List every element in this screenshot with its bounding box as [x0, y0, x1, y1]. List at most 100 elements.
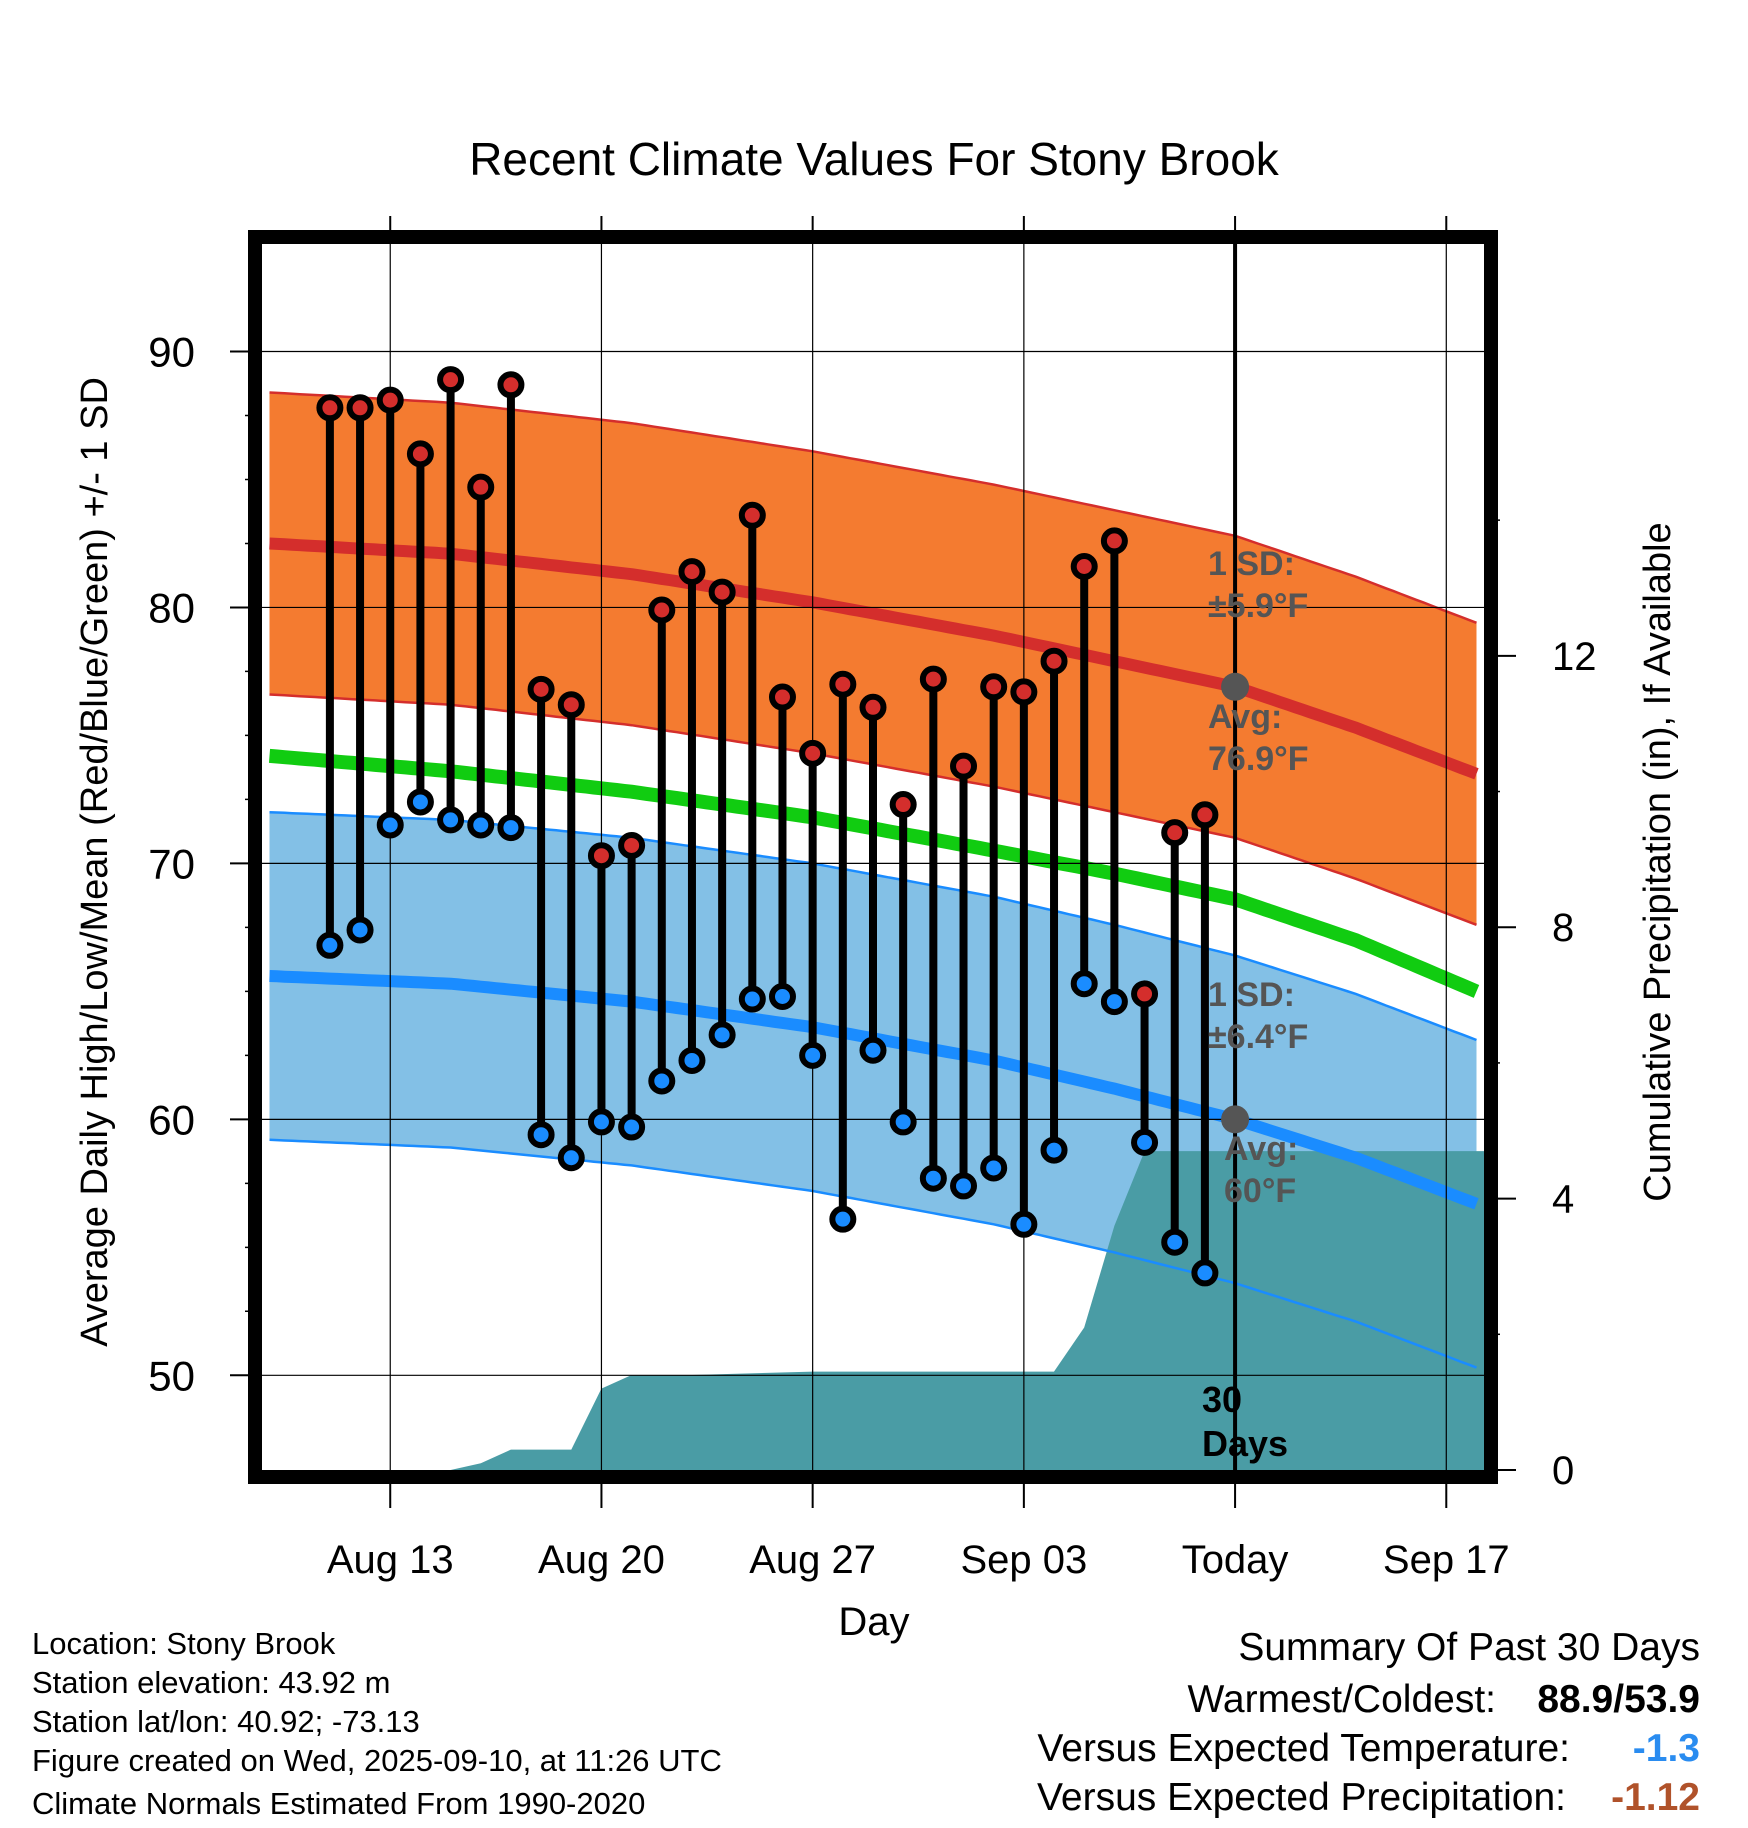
daily-low-point	[406, 788, 434, 816]
daily-low-point	[527, 1121, 555, 1149]
daily-high-point	[1100, 527, 1128, 555]
x-tick-label: Aug 27	[749, 1538, 876, 1582]
temp-expected-value: -1.3	[1633, 1727, 1700, 1770]
daily-low-point	[437, 806, 465, 834]
x-tick-label: Sep 03	[960, 1538, 1087, 1582]
daily-high-point	[889, 791, 917, 819]
daily-high-point	[980, 673, 1008, 701]
daily-high-point	[527, 675, 555, 703]
y-tick-label: 70	[148, 840, 195, 887]
x-tick-label: Aug 20	[538, 1538, 665, 1582]
low-sd-annotation-line: ±6.4°F	[1208, 1018, 1308, 1056]
daily-high-point	[497, 371, 525, 399]
daily-high-point	[950, 752, 978, 780]
daily-low-point	[1010, 1210, 1038, 1238]
daily-low-point	[557, 1144, 585, 1172]
low-sd-annotation-line: 1 SD:	[1208, 976, 1295, 1014]
daily-low-point	[829, 1205, 857, 1233]
summary-box: Summary Of Past 30 Days Warmest/Coldest:…	[1037, 1626, 1700, 1819]
warmest-value: 88.9	[1537, 1678, 1613, 1721]
daily-low-point	[738, 985, 766, 1013]
daily-high-point	[919, 665, 947, 693]
latlon-text: Station lat/lon: 40.92; -73.13	[32, 1704, 420, 1739]
daily-low-point	[889, 1108, 917, 1136]
daily-high-point	[1131, 980, 1159, 1008]
daily-low-point	[1161, 1228, 1189, 1256]
daily-low-point	[1100, 988, 1128, 1016]
daily-low-point	[919, 1164, 947, 1192]
daily-low-point	[708, 1021, 736, 1049]
daily-low-point	[768, 982, 796, 1010]
daily-low-point	[980, 1154, 1008, 1182]
plot-area: 1 SD: ±5.9°F Avg: 76.9°F 1 SD: ±6.4°F Avg: 60°F…	[262, 244, 1484, 1470]
daily-high-point	[1161, 819, 1189, 847]
daily-low-point	[1070, 970, 1098, 998]
y-tick-label: 90	[148, 328, 195, 375]
chart-title: Recent Climate Values For Stony Brook	[469, 133, 1280, 185]
y2-tick-label: 8	[1552, 906, 1574, 950]
high-avg-annotation-line: Avg:	[1208, 698, 1282, 736]
low-lower-sd-line	[269, 1138, 1477, 1369]
daily-low-point	[376, 811, 404, 839]
high-sd-band	[269, 392, 1477, 925]
today-high-avg-marker	[1221, 672, 1250, 701]
high-upper-sd-line	[269, 391, 1477, 624]
daily-high-point	[1040, 647, 1068, 675]
daily-high-point	[648, 596, 676, 624]
daily-low-point	[859, 1036, 887, 1064]
daily-high-point	[738, 501, 766, 529]
daily-low-point	[799, 1041, 827, 1069]
daily-low-point	[648, 1067, 676, 1095]
location-text: Location: Stony Brook	[32, 1626, 336, 1661]
summary-title: Summary Of Past 30 Days	[1238, 1626, 1700, 1669]
daily-low-point	[497, 814, 525, 842]
low-avg-annotation-line: 60°F	[1224, 1172, 1296, 1210]
y2-tick-label: 0	[1552, 1449, 1574, 1493]
warmest-coldest-values: 88.9/53.9	[1537, 1678, 1700, 1721]
high-mean-line	[269, 537, 1479, 780]
daily-low-point	[1040, 1136, 1068, 1164]
daily-high-point	[316, 394, 344, 422]
y2-tick-label: 4	[1552, 1178, 1574, 1222]
daily-low-point	[316, 931, 344, 959]
warmest-label: Warmest/Coldest:	[1188, 1678, 1496, 1721]
normals-text: Climate Normals Estimated From 1990-2020	[32, 1786, 645, 1821]
x-tick-label: Sep 17	[1383, 1538, 1510, 1582]
x-tick-label: Today	[1182, 1538, 1289, 1582]
daily-high-point	[406, 440, 434, 468]
daily-high-point	[1191, 801, 1219, 829]
daily-high-point	[859, 693, 887, 721]
daily-low-point	[346, 916, 374, 944]
daily-low-point	[618, 1113, 646, 1141]
daily-low-point	[587, 1108, 615, 1136]
y-tick-label: 80	[148, 584, 195, 631]
daily-high-point	[346, 394, 374, 422]
today-low-avg-marker	[1221, 1105, 1250, 1134]
high-sd-annotation-line: ±5.9°F	[1208, 587, 1308, 625]
elevation-text: Station elevation: 43.92 m	[32, 1665, 390, 1700]
daily-low-point	[467, 811, 495, 839]
low-avg-annotation-line: Avg:	[1224, 1130, 1298, 1168]
daily-high-point	[768, 683, 796, 711]
precip-expected-label: Versus Expected Precipitation:	[1037, 1776, 1566, 1819]
days-label-line: Days	[1202, 1423, 1288, 1464]
daily-high-point	[1010, 678, 1038, 706]
y-tick-label: 50	[148, 1352, 195, 1399]
coldest-value: 53.9	[1624, 1678, 1700, 1721]
daily-high-point	[587, 842, 615, 870]
daily-low-point	[1191, 1259, 1219, 1287]
precip-expected-value: -1.12	[1611, 1776, 1700, 1819]
high-avg-annotation-line: 76.9°F	[1208, 740, 1309, 778]
daily-low-point	[678, 1046, 706, 1074]
high-sd-annotation-line: 1 SD:	[1208, 545, 1295, 583]
daily-high-point	[557, 691, 585, 719]
y2-axis-label: Cumulative Precipitation (in), If Availa…	[1637, 522, 1679, 1201]
y2-tick-label: 12	[1552, 635, 1597, 679]
station-info: Location: Stony Brook Station elevation:…	[32, 1626, 722, 1821]
daily-high-point	[467, 473, 495, 501]
daily-high-point	[618, 831, 646, 859]
daily-low-point	[1131, 1128, 1159, 1156]
created-text: Figure created on Wed, 2025-09-10, at 11…	[32, 1743, 722, 1778]
y-axis-label: Average Daily High/Low/Mean (Red/Blue/Gr…	[74, 377, 116, 1347]
